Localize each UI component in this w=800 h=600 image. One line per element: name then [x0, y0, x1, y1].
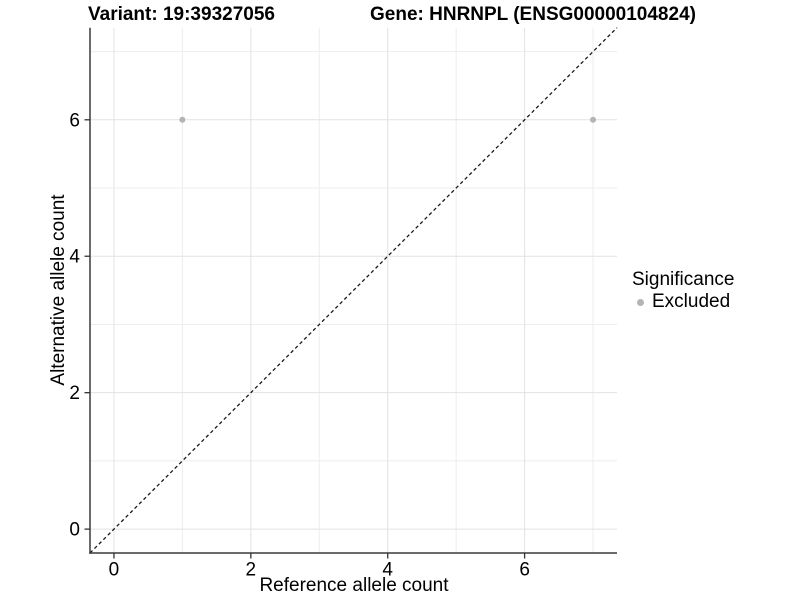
data-point	[179, 116, 186, 123]
y-axis-ticks: 0 2 4 6	[69, 110, 90, 541]
x-axis-title: Reference allele count	[259, 575, 449, 596]
svg-text:0: 0	[109, 560, 120, 581]
data-points	[179, 116, 597, 123]
excluded-point-icon	[637, 298, 644, 306]
variant-title: Variant: 19:39327056	[88, 4, 275, 25]
svg-text:4: 4	[69, 247, 80, 268]
svg-text:6: 6	[69, 110, 80, 131]
legend-title: Significance	[632, 269, 735, 290]
gene-title: Gene: HNRNPL (ENSG00000104824)	[370, 4, 696, 25]
data-point	[590, 116, 597, 123]
svg-text:6: 6	[519, 560, 530, 581]
grid-minor	[90, 27, 617, 553]
legend-item-label: Excluded	[652, 291, 731, 312]
svg-text:4: 4	[382, 560, 393, 581]
y-axis-title: Alternative allele count	[48, 194, 69, 386]
x-axis-ticks: 0 2 4 6	[109, 553, 530, 581]
identity-line	[89, 27, 618, 554]
svg-text:2: 2	[69, 383, 80, 404]
legend-key	[632, 294, 649, 311]
legend-item-excluded: Excluded	[632, 291, 734, 313]
svg-text:2: 2	[246, 560, 257, 581]
grid-major	[90, 27, 617, 553]
axis-lines	[89, 27, 617, 554]
svg-text:0: 0	[69, 520, 80, 541]
legend: Significance Excluded	[632, 268, 734, 313]
